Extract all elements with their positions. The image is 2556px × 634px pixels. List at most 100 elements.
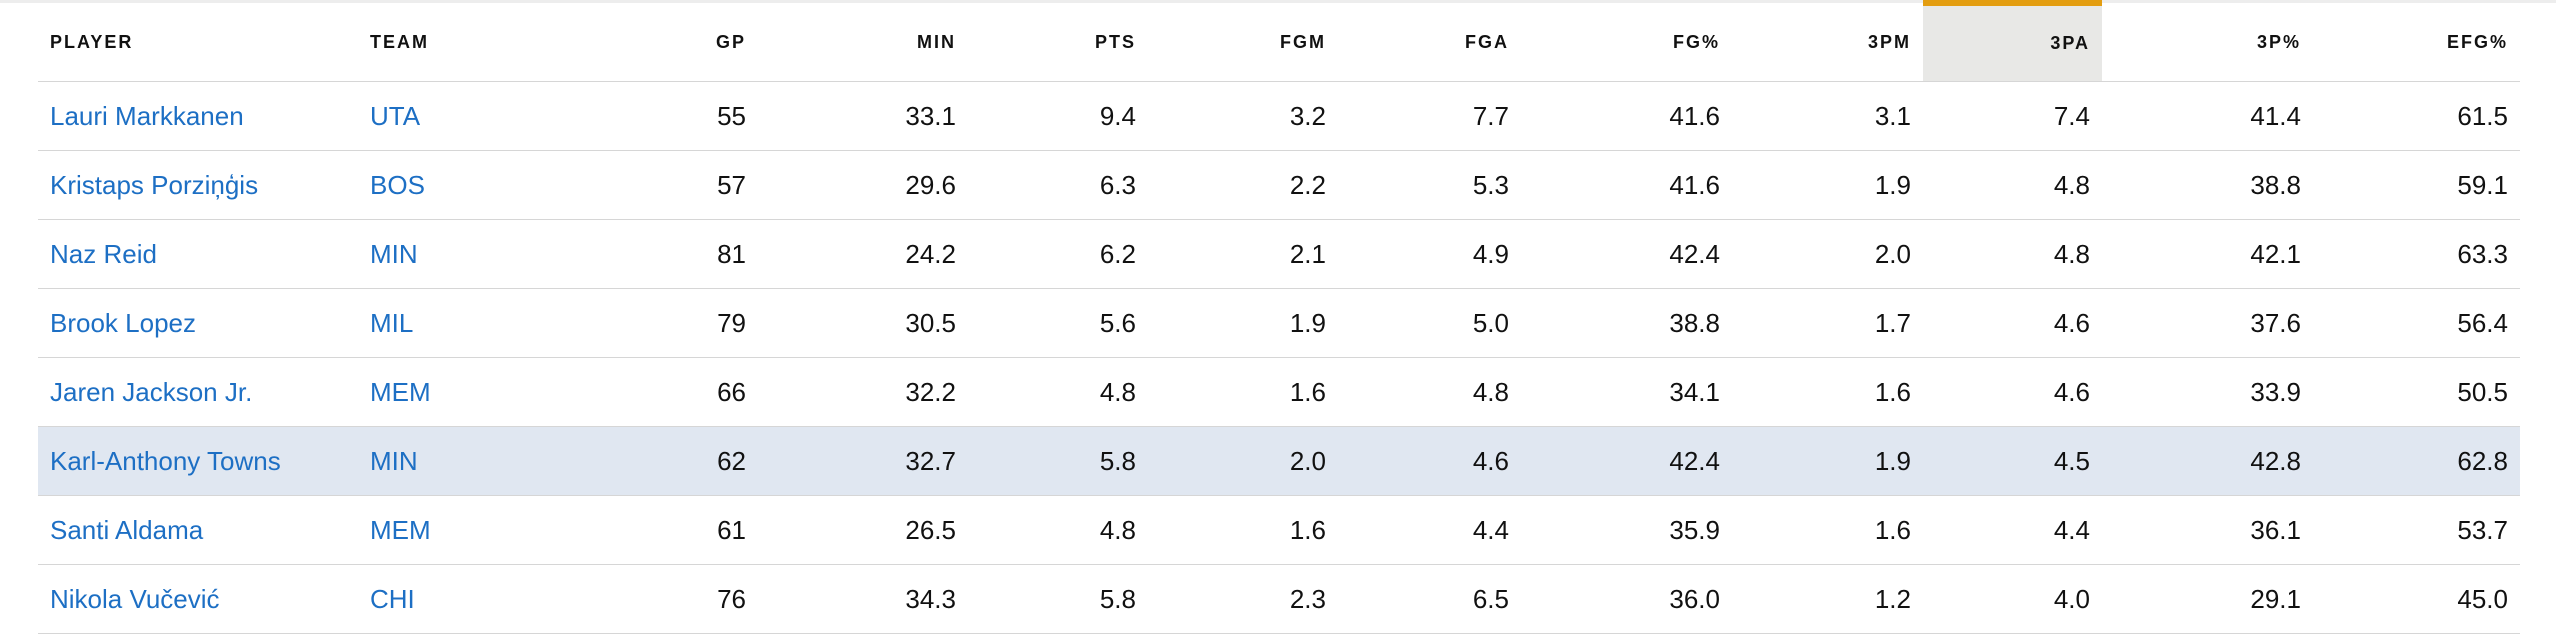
cell-efg: 61.5 <box>2313 81 2520 151</box>
cell-gp: 57 <box>558 150 758 220</box>
cell-tpm: 1.6 <box>1732 495 1923 565</box>
cell-tpp: 38.8 <box>2102 150 2313 220</box>
table-row: Brook Lopez MIL 79 30.5 5.6 1.9 5.0 38.8 1.7 4.6 3… <box>38 288 2520 358</box>
cell-fgp: 42.4 <box>1521 426 1732 496</box>
cell-gp: 79 <box>558 288 758 358</box>
column-header-tpm[interactable]: 3PM <box>1732 3 1923 82</box>
player-link[interactable]: Jaren Jackson Jr. <box>38 357 358 427</box>
cell-tpm: 1.2 <box>1732 564 1923 634</box>
cell-min: 26.5 <box>758 495 968 565</box>
team-link[interactable]: MIN <box>358 426 558 496</box>
cell-tpa: 4.5 <box>1923 426 2102 496</box>
cell-efg: 50.5 <box>2313 357 2520 427</box>
cell-min: 32.2 <box>758 357 968 427</box>
player-link[interactable]: Santi Aldama <box>38 495 358 565</box>
column-header-gp[interactable]: GP <box>558 3 758 82</box>
table-row: Nikola Vučević CHI 76 34.3 5.8 2.3 6.5 36.0 1.2 4… <box>38 564 2520 634</box>
team-link[interactable]: CHI <box>358 564 558 634</box>
cell-efg: 63.3 <box>2313 219 2520 289</box>
top-divider <box>0 0 2556 3</box>
cell-min: 32.7 <box>758 426 968 496</box>
cell-tpm: 3.1 <box>1732 81 1923 151</box>
player-link[interactable]: Lauri Markkanen <box>38 81 358 151</box>
column-header-fga[interactable]: FGA <box>1338 3 1521 82</box>
team-link[interactable]: MEM <box>358 495 558 565</box>
cell-gp: 62 <box>558 426 758 496</box>
cell-tpa: 4.6 <box>1923 357 2102 427</box>
cell-fga: 5.0 <box>1338 288 1521 358</box>
column-header-fgp[interactable]: FG% <box>1521 3 1732 82</box>
column-header-efg[interactable]: EFG% <box>2313 3 2520 82</box>
cell-fgp: 38.8 <box>1521 288 1732 358</box>
cell-fgp: 41.6 <box>1521 81 1732 151</box>
cell-fga: 5.3 <box>1338 150 1521 220</box>
cell-fgm: 1.6 <box>1148 495 1338 565</box>
cell-gp: 76 <box>558 564 758 634</box>
cell-pts: 6.2 <box>968 219 1148 289</box>
team-link[interactable]: MEM <box>358 357 558 427</box>
player-stats-table: PLAYER TEAM GP MIN PTS FGM FGA FG% 3PM 3PA 3P% EFG%… <box>38 0 2520 634</box>
team-link[interactable]: BOS <box>358 150 558 220</box>
cell-efg: 45.0 <box>2313 564 2520 634</box>
player-link[interactable]: Nikola Vučević <box>38 564 358 634</box>
column-header-fgm[interactable]: FGM <box>1148 3 1338 82</box>
team-link[interactable]: UTA <box>358 81 558 151</box>
cell-pts: 5.8 <box>968 426 1148 496</box>
cell-min: 24.2 <box>758 219 968 289</box>
cell-min: 33.1 <box>758 81 968 151</box>
cell-pts: 5.8 <box>968 564 1148 634</box>
cell-tpa: 4.4 <box>1923 495 2102 565</box>
column-header-min[interactable]: MIN <box>758 3 968 82</box>
cell-tpp: 41.4 <box>2102 81 2313 151</box>
column-header-tpa[interactable]: 3PA <box>1923 0 2102 82</box>
cell-fgm: 2.2 <box>1148 150 1338 220</box>
cell-fgp: 41.6 <box>1521 150 1732 220</box>
cell-fgp: 35.9 <box>1521 495 1732 565</box>
cell-gp: 61 <box>558 495 758 565</box>
cell-tpp: 42.1 <box>2102 219 2313 289</box>
table-row: Jaren Jackson Jr. MEM 66 32.2 4.8 1.6 4.8 34.1 1… <box>38 357 2520 427</box>
cell-pts: 9.4 <box>968 81 1148 151</box>
cell-tpm: 1.9 <box>1732 426 1923 496</box>
table-row: Santi Aldama MEM 61 26.5 4.8 1.6 4.4 35.9 1.6 4.4… <box>38 495 2520 565</box>
cell-gp: 81 <box>558 219 758 289</box>
player-link[interactable]: Karl-Anthony Towns <box>38 426 358 496</box>
cell-fgm: 2.3 <box>1148 564 1338 634</box>
cell-efg: 56.4 <box>2313 288 2520 358</box>
cell-tpa: 4.0 <box>1923 564 2102 634</box>
cell-fgp: 34.1 <box>1521 357 1732 427</box>
team-link[interactable]: MIN <box>358 219 558 289</box>
cell-fgp: 36.0 <box>1521 564 1732 634</box>
cell-fgm: 3.2 <box>1148 81 1338 151</box>
cell-tpm: 1.7 <box>1732 288 1923 358</box>
column-header-team[interactable]: TEAM <box>358 3 558 82</box>
cell-efg: 53.7 <box>2313 495 2520 565</box>
cell-fga: 4.8 <box>1338 357 1521 427</box>
column-header-player[interactable]: PLAYER <box>38 3 358 82</box>
cell-fgm: 1.6 <box>1148 357 1338 427</box>
cell-pts: 4.8 <box>968 495 1148 565</box>
cell-min: 34.3 <box>758 564 968 634</box>
cell-tpp: 42.8 <box>2102 426 2313 496</box>
cell-efg: 59.1 <box>2313 150 2520 220</box>
table-row: Naz Reid MIN 81 24.2 6.2 2.1 4.9 42.4 2.0 4.8 42.1… <box>38 219 2520 289</box>
table-row: Lauri Markkanen UTA 55 33.1 9.4 3.2 7.7 41.6 3.1… <box>38 81 2520 151</box>
cell-fga: 4.9 <box>1338 219 1521 289</box>
column-header-pts[interactable]: PTS <box>968 3 1148 82</box>
player-link[interactable]: Kristaps Porziņģis <box>38 150 358 220</box>
cell-fga: 6.5 <box>1338 564 1521 634</box>
cell-gp: 55 <box>558 81 758 151</box>
cell-fga: 7.7 <box>1338 81 1521 151</box>
cell-tpm: 2.0 <box>1732 219 1923 289</box>
cell-tpp: 36.1 <box>2102 495 2313 565</box>
cell-tpm: 1.9 <box>1732 150 1923 220</box>
player-link[interactable]: Naz Reid <box>38 219 358 289</box>
cell-fga: 4.4 <box>1338 495 1521 565</box>
cell-tpa: 4.8 <box>1923 150 2102 220</box>
player-link[interactable]: Brook Lopez <box>38 288 358 358</box>
team-link[interactable]: MIL <box>358 288 558 358</box>
cell-fgm: 2.1 <box>1148 219 1338 289</box>
cell-fgm: 1.9 <box>1148 288 1338 358</box>
cell-gp: 66 <box>558 357 758 427</box>
column-header-tpp[interactable]: 3P% <box>2102 3 2313 82</box>
